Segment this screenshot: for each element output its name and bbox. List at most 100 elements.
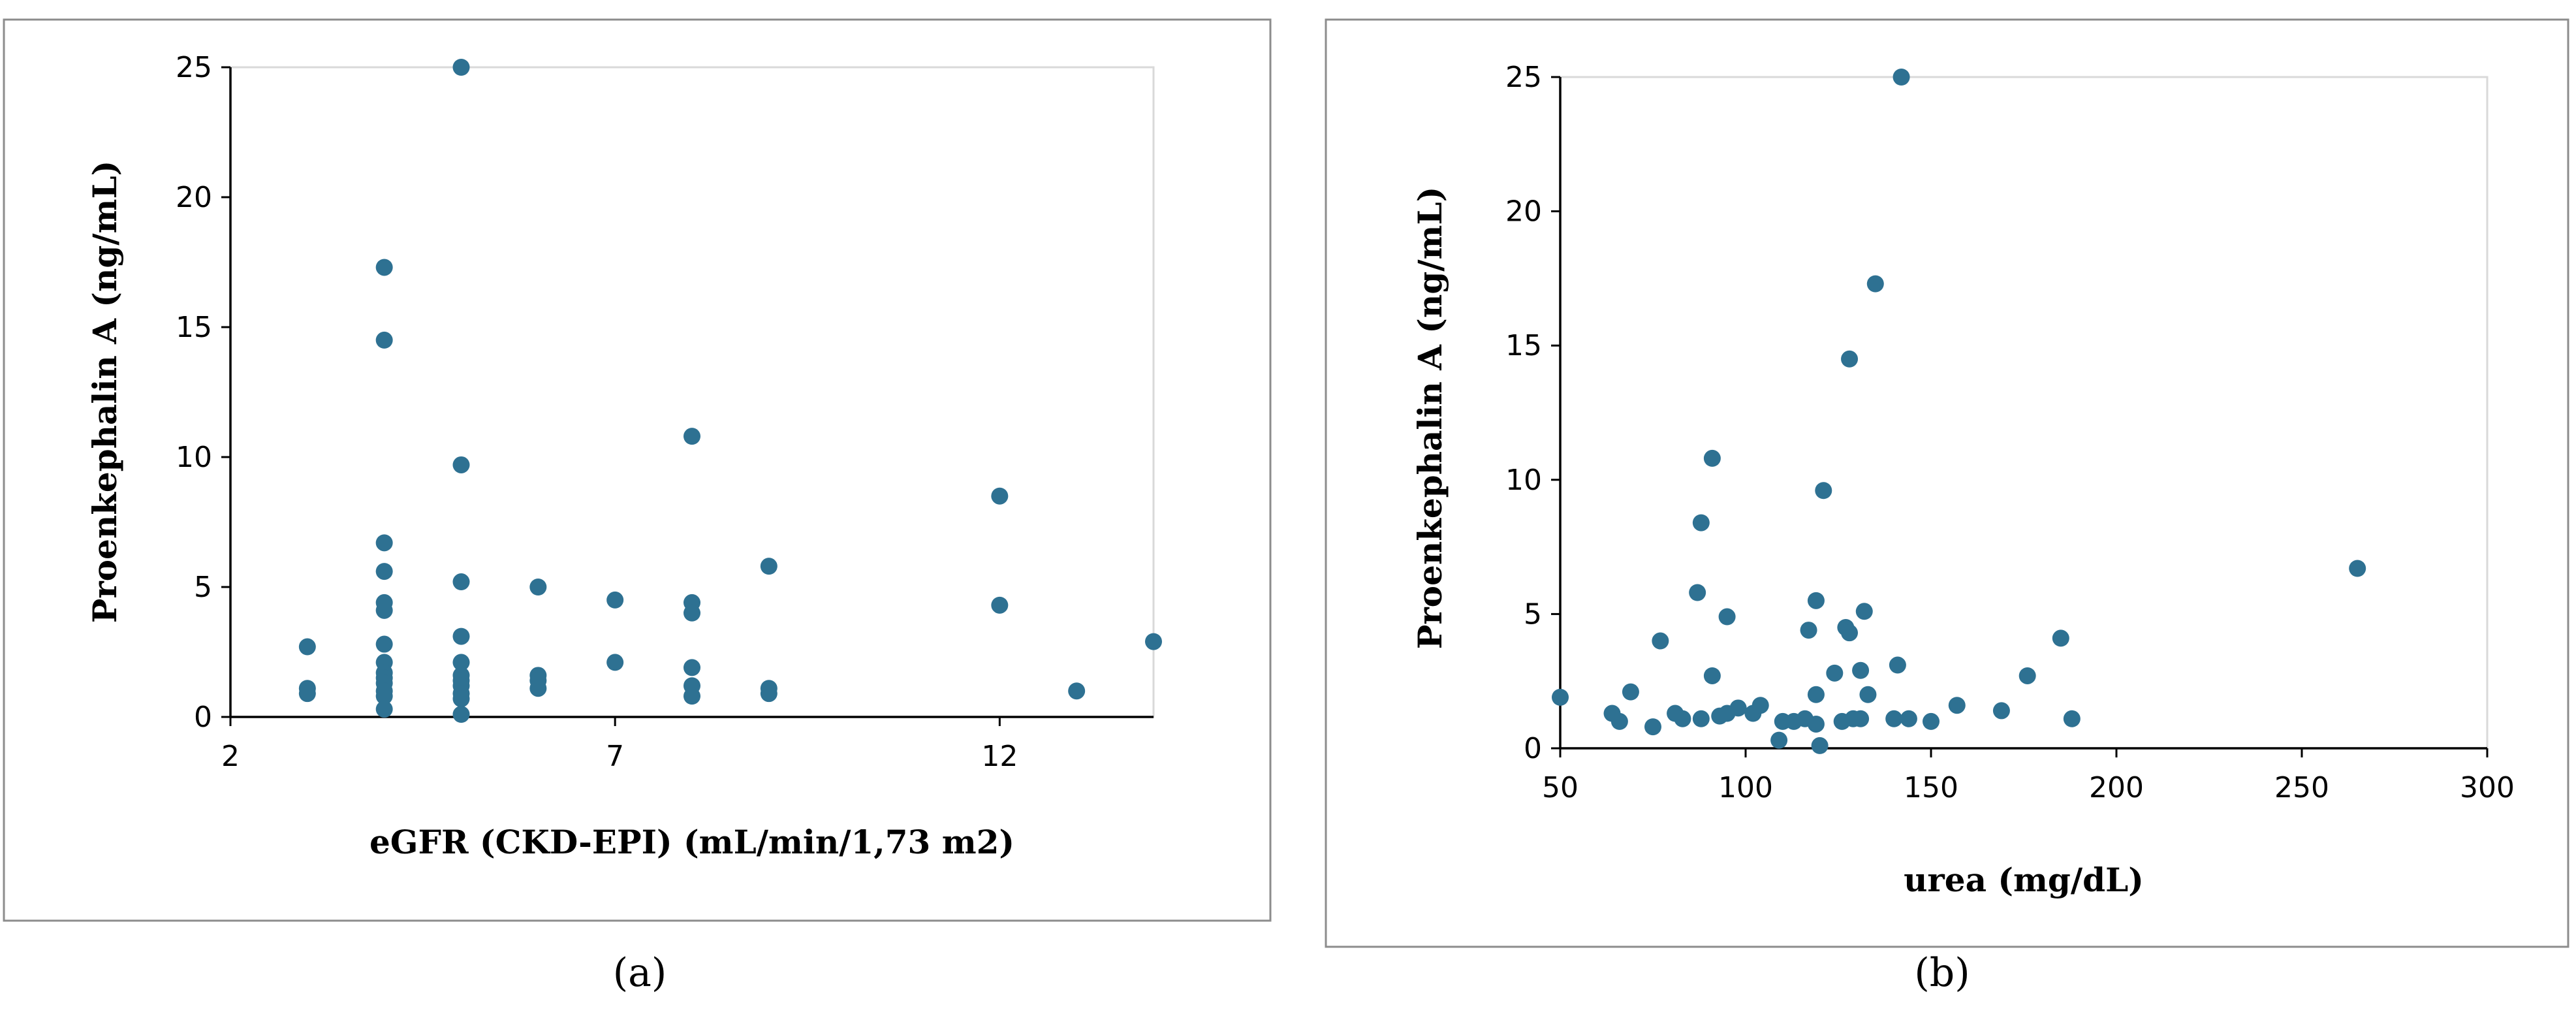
chart-b-data-point: [1652, 632, 1669, 650]
chart-b-y-tick-label: 5: [1524, 597, 1542, 631]
chart-a-data-point: [452, 59, 470, 76]
chart-a-data-point: [375, 534, 393, 552]
chart-a-data-point: [683, 688, 700, 705]
chart-b-y-tick-label: 25: [1505, 61, 1542, 94]
chart-b-data-point: [1689, 584, 1706, 601]
chart-a-data-point: [991, 596, 1009, 614]
chart-a-data-point: [683, 604, 700, 622]
chart-b-data-point: [1807, 686, 1825, 703]
chart-a-y-tick-label: 0: [194, 701, 212, 734]
chart-a-y-tick-label: 20: [176, 181, 212, 214]
chart-a-data-point: [606, 591, 624, 609]
chart-b-data-point: [1703, 667, 1721, 684]
chart-b-data-point: [1807, 592, 1825, 609]
chart-a-data-point: [375, 601, 393, 619]
chart-b-y-tick-label: 15: [1505, 329, 1542, 362]
chart-b-data-point: [1610, 712, 1628, 730]
panel-b: 0 5 10 15 20 25 50 100 150 200 250 300 urea (mg/dL)…: [1299, 0, 2576, 1016]
chart-b-data-point: [1855, 603, 1873, 620]
chart-a-y-tick-label: 15: [176, 311, 212, 344]
panel-b-label: (b): [1914, 950, 1970, 996]
chart-b-data-point: [1718, 608, 1736, 626]
chart-b-x-tick-label: 300: [2460, 771, 2515, 804]
chart-b-plot-area: [1559, 76, 2489, 750]
chart-a-x-tick-label: 2: [221, 740, 240, 773]
chart-b-y-tick-label: 0: [1524, 732, 1542, 765]
chart-b-data-point: [1885, 710, 1903, 727]
chart-b-data-point: [1852, 661, 1870, 679]
chart-b-data-point: [1992, 702, 2010, 720]
chart-b-data-point: [1692, 710, 1710, 727]
chart-a-data-point: [375, 688, 393, 705]
chart-b-data-point: [1807, 715, 1825, 733]
chart-b-data-point: [1729, 699, 1747, 717]
chart-b-data-point: [1815, 482, 1832, 500]
chart-b-frame: [1325, 18, 2569, 948]
chart-a-data-point: [298, 685, 316, 703]
chart-a-data-point: [375, 635, 393, 653]
chart-b-data-point: [1900, 710, 1917, 727]
chart-a-data-point: [683, 428, 700, 445]
chart-b-y-axis-label: Proenkephalin A (ng/mL): [1411, 187, 1449, 650]
chart-b-data-point: [1841, 624, 1859, 642]
chart-b-data-point: [1800, 622, 1817, 639]
chart-b-y-tick-label: 10: [1505, 464, 1542, 497]
chart-a-data-point: [991, 487, 1009, 505]
chart-b-data-point: [1703, 449, 1721, 467]
chart-a-data-point: [298, 638, 316, 656]
chart-b-data-point: [1841, 350, 1859, 368]
chart-b-data-point: [1852, 710, 1870, 727]
chart-b-x-tick-label: 150: [1904, 771, 1958, 804]
chart-a-data-point: [606, 654, 624, 671]
chart-a-data-point: [529, 680, 547, 697]
chart-a-data-point: [375, 563, 393, 580]
chart-b-y-tick-label: 20: [1505, 195, 1542, 229]
chart-a-data-point: [452, 573, 470, 591]
chart-a-data-point: [1145, 633, 1162, 650]
chart-b-points: [1552, 69, 2366, 754]
chart-a-data-point: [1068, 682, 1086, 700]
chart-a-data-point: [452, 654, 470, 671]
chart-b-data-point: [1826, 664, 1844, 682]
chart-b-data-point: [1893, 69, 1910, 86]
chart-a-data-point: [452, 456, 470, 473]
chart-a-points: [298, 59, 1162, 723]
chart-b-data-point: [2063, 710, 2081, 727]
chart-b-x-axis-label: urea (mg/dL): [1904, 861, 2144, 899]
chart-b-data-point: [1692, 514, 1710, 532]
panel-a-label: (a): [612, 950, 667, 996]
chart-a-x-tick-label: 12: [981, 740, 1018, 773]
chart-b-data-point: [1859, 686, 1877, 703]
chart-b-data-point: [1674, 710, 1691, 727]
chart-b-svg: 0 5 10 15 20 25 50 100 150 200 250 300 urea (mg/dL)…: [1325, 18, 2569, 948]
chart-a-data-point: [452, 627, 470, 645]
chart-a-data-point: [529, 579, 547, 595]
chart-b-data-point: [2018, 667, 2036, 684]
chart-b-data-point: [2349, 560, 2366, 577]
chart-a-data-point: [375, 331, 393, 349]
chart-a-data-point: [375, 701, 393, 718]
chart-b-x-tick-label: 50: [1542, 771, 1579, 804]
chart-b-data-point: [1948, 697, 1966, 714]
chart-a-y-tick-label: 25: [176, 51, 212, 84]
chart-b-ticks: 0 5 10 15 20 25 50 100 150 200 250 300: [1505, 61, 2515, 804]
chart-b-data-point: [1644, 718, 1661, 736]
chart-b-data-point: [1923, 712, 1940, 730]
chart-a-y-tick-label: 5: [194, 571, 212, 604]
chart-a-x-tick-label: 7: [606, 740, 624, 773]
chart-a-data-point: [452, 690, 470, 708]
chart-b-data-point: [1889, 656, 1906, 674]
chart-a-svg: 0 5 10 15 20 25 2 7 12 eGFR (CKD-EPI) (mL/min/1,…: [3, 18, 1272, 922]
chart-b-data-point: [2052, 629, 2069, 647]
chart-a-data-point: [760, 558, 778, 575]
chart-b-data-point: [1552, 688, 1569, 706]
chart-b-x-tick-label: 200: [2089, 771, 2144, 804]
chart-a-ticks: 0 5 10 15 20 25 2 7 12: [176, 51, 1018, 773]
chart-a-x-axis-label: eGFR (CKD-EPI) (mL/min/1,73 m2): [369, 823, 1014, 861]
chart-b-data-point: [1751, 697, 1769, 714]
chart-b-x-tick-label: 250: [2274, 771, 2329, 804]
chart-a-y-axis-label: Proenkephalin A (ng/mL): [86, 161, 124, 624]
chart-a-y-tick-label: 10: [176, 441, 212, 474]
chart-b-data-point: [1622, 683, 1639, 701]
chart-a-data-point: [452, 706, 470, 723]
